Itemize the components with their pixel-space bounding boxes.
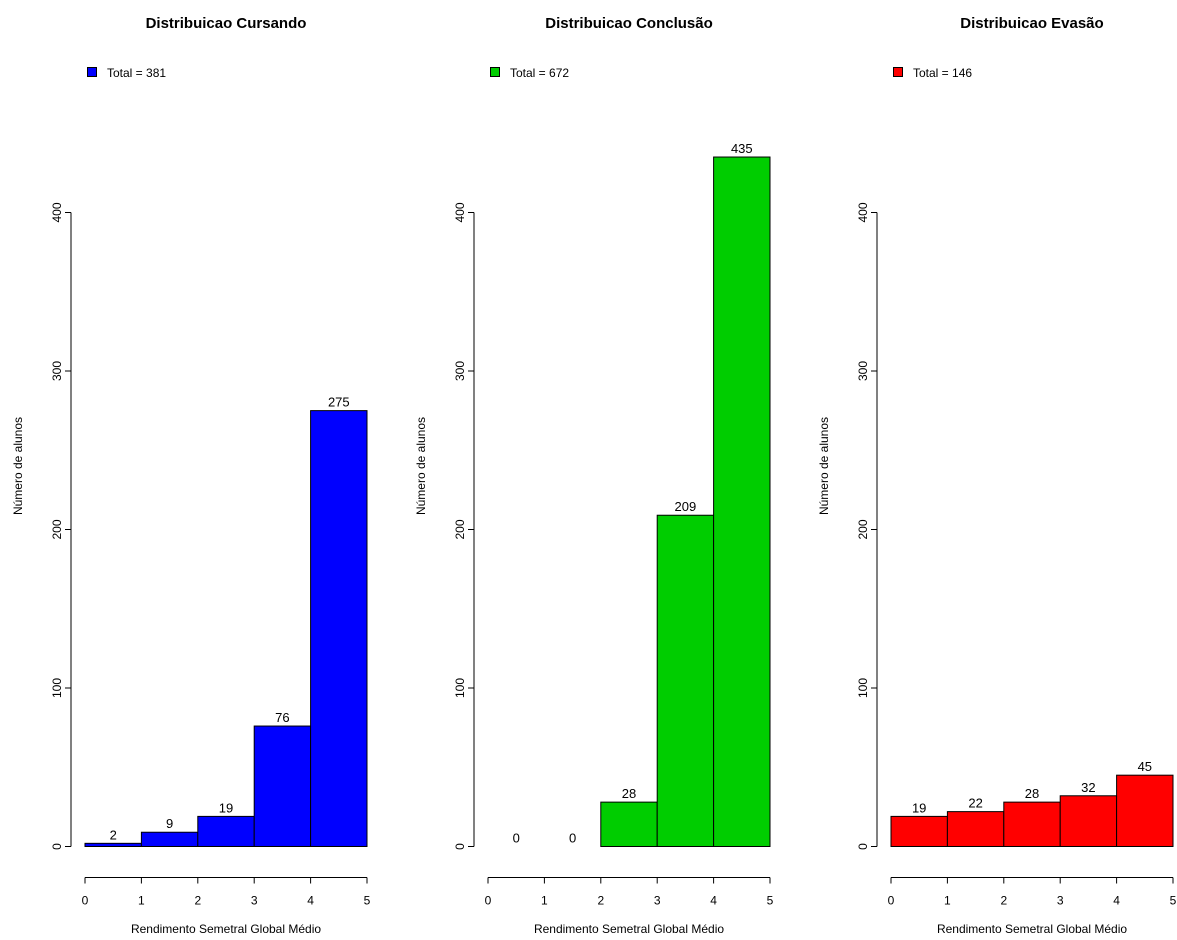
bar [1003, 801, 1061, 847]
y-tick-label: 0 [856, 843, 870, 850]
bar-value-label: 209 [675, 499, 697, 514]
bar-value-label: 76 [275, 710, 289, 725]
bar-value-label: 0 [569, 831, 576, 846]
chart-panel-1: Distribuicao Cursando Total = 381 2 9 19 76 27… [11, 15, 371, 936]
x-tick-label: 1 [944, 894, 951, 908]
x-tick-label: 4 [1113, 894, 1120, 908]
x-tick-label: 5 [1170, 894, 1177, 908]
x-tick-label: 0 [485, 894, 492, 908]
x-tick-label: 1 [541, 894, 548, 908]
bar [140, 831, 199, 847]
legend-swatch [87, 67, 97, 77]
x-tick-label: 3 [654, 894, 661, 908]
x-tick-label: 4 [710, 894, 717, 908]
x-axis-label: Rendimento Semetral Global Médio [534, 922, 724, 936]
x-tick-label: 2 [1000, 894, 1007, 908]
bar-value-label: 9 [166, 816, 173, 831]
y-tick-label: 400 [453, 202, 467, 222]
legend-label: Total = 146 [913, 66, 972, 80]
y-tick-label: 400 [50, 202, 64, 222]
y-tick-label: 300 [50, 361, 64, 381]
y-tick-label: 200 [453, 519, 467, 539]
bar [310, 410, 368, 847]
chart-title: Distribuicao Conclusão [545, 15, 713, 32]
y-tick-label: 300 [453, 361, 467, 381]
bar [84, 842, 142, 848]
y-tick-label: 0 [453, 843, 467, 850]
bar [656, 514, 715, 847]
chart-title: Distribuicao Evasão [960, 15, 1103, 32]
bar-value-label: 2 [110, 827, 117, 842]
bar [1116, 774, 1174, 847]
bar-value-label: 275 [328, 395, 350, 410]
bar-value-label: 28 [1025, 786, 1039, 801]
bar [197, 815, 255, 848]
x-tick-label: 2 [597, 894, 604, 908]
x-axis-label: Rendimento Semetral Global Médio [937, 922, 1127, 936]
y-tick-label: 300 [856, 361, 870, 381]
x-tick-label: 5 [364, 894, 371, 908]
bar-value-label: 0 [513, 831, 520, 846]
bar [713, 156, 771, 847]
chart-title: Distribuicao Cursando [146, 15, 307, 32]
chart-panel-2: Distribuicao Conclusão Total = 672 0 0 28 209… [414, 15, 774, 936]
y-tick-label: 100 [453, 678, 467, 698]
legend-label: Total = 381 [107, 66, 166, 80]
x-tick-label: 0 [82, 894, 89, 908]
bar [253, 725, 312, 847]
bar [600, 801, 658, 847]
legend-swatch [490, 67, 500, 77]
x-tick-label: 0 [888, 894, 895, 908]
legend-swatch [893, 67, 903, 77]
x-tick-label: 5 [767, 894, 774, 908]
x-tick-label: 1 [138, 894, 145, 908]
y-tick-label: 200 [856, 519, 870, 539]
x-tick-label: 3 [251, 894, 258, 908]
bar [1059, 795, 1118, 848]
y-tick-label: 100 [50, 678, 64, 698]
legend-label: Total = 672 [510, 66, 569, 80]
x-tick-label: 3 [1057, 894, 1064, 908]
y-tick-label: 200 [50, 519, 64, 539]
bar-value-label: 45 [1138, 759, 1152, 774]
y-axis-label: Número de alunos [414, 417, 428, 515]
x-axis-label: Rendimento Semetral Global Médio [131, 922, 321, 936]
y-tick-label: 0 [50, 843, 64, 850]
bar-value-label: 28 [622, 786, 636, 801]
y-tick-label: 400 [856, 202, 870, 222]
y-tick-label: 100 [856, 678, 870, 698]
bar [890, 815, 948, 848]
bar-value-label: 19 [912, 800, 926, 815]
y-axis-label: Número de alunos [817, 417, 831, 515]
bar-value-label: 32 [1081, 780, 1095, 795]
bar-value-label: 19 [219, 800, 233, 815]
x-tick-label: 2 [194, 894, 201, 908]
bar-value-label: 22 [968, 796, 982, 811]
bar [946, 811, 1005, 848]
y-axis-label: Número de alunos [11, 417, 25, 515]
x-tick-label: 4 [307, 894, 314, 908]
bar-value-label: 435 [731, 141, 753, 156]
